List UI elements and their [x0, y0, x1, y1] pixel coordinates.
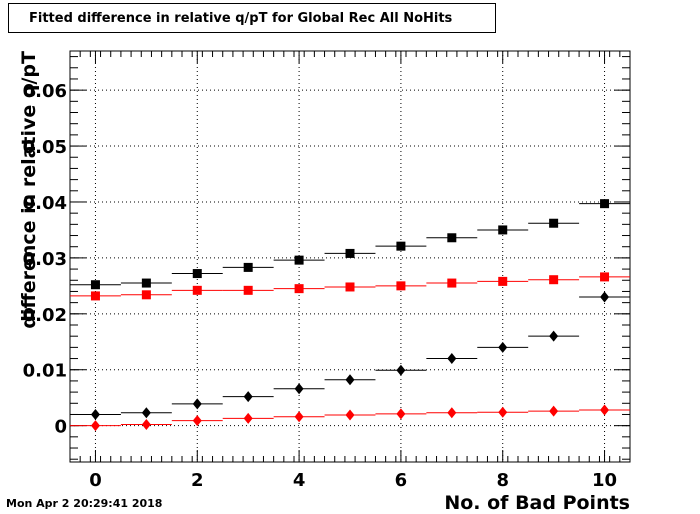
data-point-square [600, 272, 610, 282]
y-tick-label: 0.03 [23, 249, 67, 270]
data-point-square [90, 280, 100, 290]
y-tick-label: 0 [54, 417, 67, 438]
axis-ticks [69, 51, 631, 462]
data-point-diamond [600, 291, 610, 303]
data-point-square [192, 285, 202, 295]
data-point-square [90, 291, 100, 301]
data-point-square [243, 262, 253, 272]
data-point-diamond [345, 374, 355, 386]
x-tick-label: 4 [293, 470, 306, 491]
data-point-diamond [192, 398, 202, 410]
chart-title: Fitted difference in relative q/pT for G… [8, 3, 496, 33]
series-3 [70, 291, 630, 420]
data-point-square [192, 269, 202, 279]
data-point-diamond [294, 411, 304, 423]
data-point-diamond [345, 409, 355, 421]
data-series [70, 199, 630, 432]
data-point-square [498, 276, 508, 286]
data-point-diamond [600, 404, 610, 416]
y-tick-label: 0.05 [23, 137, 67, 158]
series-2 [70, 272, 630, 301]
y-tick-label: 0.02 [23, 305, 67, 326]
data-point-diamond [141, 407, 151, 419]
data-point-square [243, 285, 253, 295]
data-point-diamond [294, 383, 304, 395]
y-axis-label: difference in relative q/pT [18, 51, 40, 329]
y-tick-label: 0.04 [23, 193, 67, 214]
data-point-diamond [396, 364, 406, 376]
data-point-square [396, 241, 406, 251]
plot-frame [69, 50, 631, 463]
data-point-square [549, 218, 559, 228]
data-point-square [141, 278, 151, 288]
data-point-diamond [447, 353, 457, 365]
data-point-square [447, 278, 457, 288]
data-point-square [141, 290, 151, 300]
y-tick-label: 0.06 [23, 81, 67, 102]
data-point-diamond [549, 330, 559, 342]
data-point-diamond [90, 420, 100, 432]
x-tick-label: 6 [395, 470, 408, 491]
data-point-diamond [141, 419, 151, 431]
data-point-square [549, 275, 559, 285]
data-point-square [600, 199, 610, 209]
series-4 [70, 404, 630, 432]
data-point-diamond [90, 408, 100, 420]
x-tick-label: 0 [89, 470, 102, 491]
data-point-square [345, 282, 355, 292]
data-point-diamond [192, 415, 202, 427]
data-point-square [294, 255, 304, 265]
data-point-diamond [498, 406, 508, 418]
x-tick-label: 8 [496, 470, 509, 491]
series-1 [70, 199, 630, 290]
data-point-square [447, 233, 457, 243]
data-point-diamond [498, 341, 508, 353]
grid [70, 51, 630, 462]
data-point-diamond [447, 407, 457, 419]
data-point-square [498, 225, 508, 235]
data-point-square [396, 281, 406, 291]
data-point-diamond [243, 391, 253, 403]
tick-labels: 0 2 4 6 8 10 0 0.01 0.02 0.03 0.04 0.05 0.06 [23, 81, 617, 491]
timestamp: Mon Apr 2 20:29:41 2018 [6, 497, 163, 510]
x-tick-label: 10 [592, 470, 617, 491]
data-point-diamond [549, 405, 559, 417]
data-point-square [294, 284, 304, 294]
x-tick-label: 2 [191, 470, 204, 491]
y-tick-label: 0.01 [23, 361, 67, 382]
data-point-diamond [243, 412, 253, 424]
x-axis-label: No. of Bad Points [444, 492, 630, 514]
data-point-diamond [396, 408, 406, 420]
data-point-square [345, 248, 355, 258]
